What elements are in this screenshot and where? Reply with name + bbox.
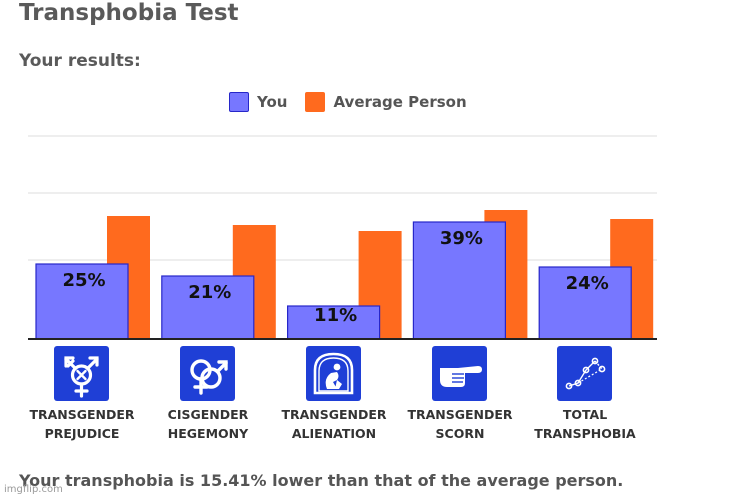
category-label-line: TOTAL (562, 407, 608, 422)
category-label-hegemony: CISGENDER HEGEMONY (148, 405, 268, 443)
category-label-line: CISGENDER (167, 407, 249, 422)
category-label-total: TOTAL TRANSPHOBIA (525, 405, 645, 443)
bar-you (538, 266, 632, 340)
legend-label-you: You (257, 93, 288, 111)
alienation-figure-icon (306, 346, 361, 401)
chart-legend: You Average Person (229, 91, 485, 113)
legend-label-average: Average Person (333, 93, 467, 111)
pointing-hand-icon (432, 346, 487, 401)
scatter-points-icon (557, 346, 612, 401)
category-label-line: SCORN (435, 426, 485, 441)
transgender-symbol-icon (54, 346, 109, 401)
results-bar-chart: 25% 21% 11% 39% 24% (28, 135, 657, 340)
bar-value-label: 24% (566, 273, 609, 294)
bar-value-label: 39% (440, 228, 483, 249)
category-label-line: TRANSGENDER (29, 407, 135, 422)
cisgender-symbols-icon (180, 346, 235, 401)
results-heading: Your results: (19, 51, 141, 71)
legend-item-average: Average Person (305, 92, 467, 112)
bar-you (287, 305, 381, 340)
category-label-line: PREJUDICE (44, 426, 120, 441)
category-label-scorn: TRANSGENDER SCORN (400, 405, 520, 443)
legend-swatch-average (305, 92, 326, 112)
summary-text: Your transphobia is 15.41% lower than th… (19, 471, 624, 490)
category-label-line: HEGEMONY (167, 426, 249, 441)
bar-value-label: 25% (62, 270, 105, 291)
category-label-prejudice: TRANSGENDER PREJUDICE (22, 405, 142, 443)
legend-item-you: You (229, 92, 287, 112)
category-label-line: TRANSGENDER (407, 407, 513, 422)
watermark: imgflip.com (4, 484, 63, 495)
category-label-alienation: TRANSGENDER ALIENATION (274, 405, 394, 443)
legend-swatch-you (229, 92, 249, 112)
category-label-line: ALIENATION (291, 426, 377, 441)
category-label-line: TRANSPHOBIA (534, 426, 636, 441)
page-title: Transphobia Test (19, 0, 239, 26)
bar-value-label: 11% (314, 305, 357, 326)
category-label-line: TRANSGENDER (281, 407, 387, 422)
bar-value-label: 21% (188, 282, 231, 303)
